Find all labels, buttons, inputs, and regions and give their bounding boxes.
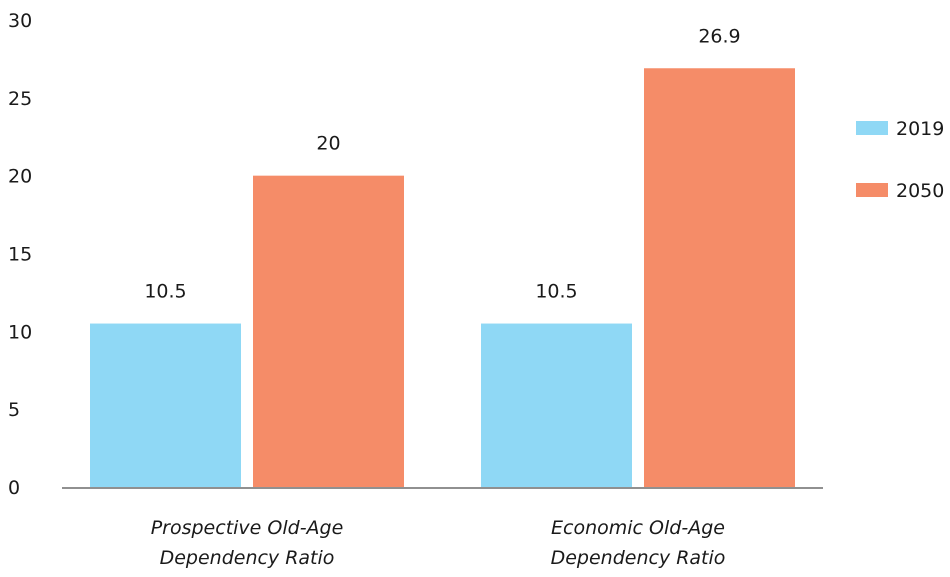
bar-2019-1 — [90, 323, 241, 487]
y-tick-label: 15 — [8, 244, 32, 266]
y-tick-label: 30 — [8, 10, 32, 32]
data-label: 20 — [316, 133, 340, 155]
data-label: 10.5 — [535, 281, 577, 303]
bar-2050-1 — [253, 175, 404, 487]
y-tick-label: 20 — [8, 166, 32, 188]
value-labels: 10.5 20 10.5 26.9 — [144, 25, 740, 302]
y-axis-ticks: 0 5 10 15 20 25 30 — [8, 10, 32, 499]
y-tick-label: 5 — [8, 399, 20, 421]
data-label: 10.5 — [144, 281, 186, 303]
legend: 2019 2050 — [856, 118, 944, 202]
data-label: 26.9 — [698, 25, 740, 47]
category-labels: Prospective Old-Age Dependency Ratio Econo… — [151, 517, 726, 569]
bars — [90, 68, 795, 488]
category-label: Prospective Old-Age — [151, 517, 344, 539]
bar-2019-2 — [481, 323, 632, 487]
legend-swatch-2050 — [856, 183, 888, 197]
legend-swatch-2019 — [856, 121, 888, 135]
y-tick-label: 10 — [8, 321, 32, 343]
bar-2050-2 — [644, 68, 795, 488]
legend-label: 2019 — [896, 118, 944, 140]
category-label: Economic Old-Age — [551, 517, 725, 539]
y-tick-label: 0 — [8, 477, 20, 499]
y-tick-label: 25 — [8, 88, 32, 110]
legend-label: 2050 — [896, 180, 944, 202]
category-label: Dependency Ratio — [551, 547, 726, 569]
category-label: Dependency Ratio — [160, 547, 335, 569]
